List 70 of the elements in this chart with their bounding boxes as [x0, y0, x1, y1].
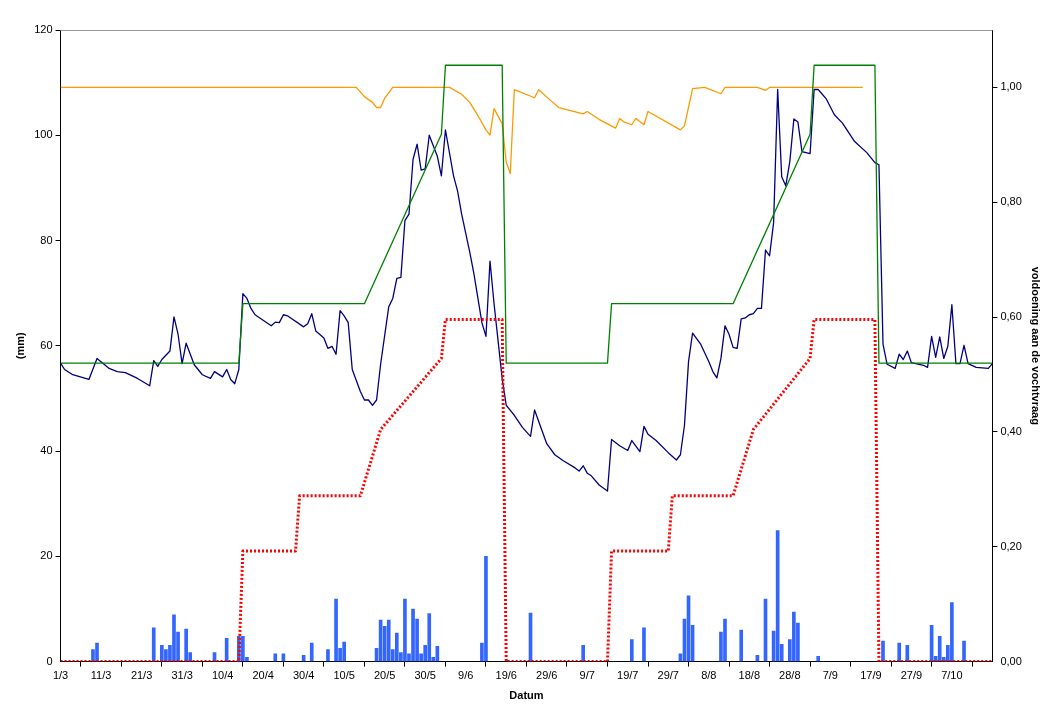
x-tick-label: 10/4 [211, 669, 234, 682]
x-tick-label: 20/5 [373, 669, 396, 682]
y-tick-label: 80 [40, 233, 53, 246]
bar [723, 618, 727, 662]
bar [95, 642, 99, 662]
y2-tick-label: 0,60 [1000, 310, 1022, 323]
bar [151, 627, 156, 662]
bar [273, 653, 278, 662]
y-tick-label: 0 [46, 654, 53, 667]
x-tick-label: 28/8 [779, 669, 801, 682]
bar [881, 640, 885, 662]
y2-tick-label: 0,00 [1000, 654, 1022, 667]
y-tick-label: 120 [34, 23, 53, 36]
bar [241, 636, 245, 662]
bar [629, 639, 634, 662]
x-tick-label: 7/9 [822, 669, 838, 682]
x-tick-label: 29/7 [657, 669, 679, 682]
bar [395, 632, 399, 662]
bar [386, 619, 391, 662]
bar [937, 636, 942, 662]
x-tick-label: 8/8 [701, 669, 717, 682]
x-tick-label: 29/6 [536, 669, 558, 682]
bar [484, 556, 488, 662]
y2-tick-label: 0,20 [1000, 539, 1022, 552]
x-tick-label: 11/3 [90, 669, 112, 682]
bar [172, 614, 176, 662]
x-tick-label: 17/9 [860, 669, 882, 682]
x-axis-title: Datum [509, 689, 544, 702]
bar [427, 613, 432, 662]
bar [184, 628, 188, 662]
bar [309, 642, 314, 662]
bar [160, 644, 164, 662]
x-tick-label: 30/4 [292, 669, 315, 682]
y2-tick-label: 0,40 [1000, 424, 1022, 437]
bar [816, 656, 821, 662]
bar [642, 627, 646, 662]
bar [792, 611, 796, 662]
bar [164, 649, 168, 662]
bar [403, 598, 407, 662]
y2-tick-label: 1,00 [1000, 80, 1022, 93]
bar [897, 642, 902, 662]
x-tick-label: 18/8 [738, 669, 761, 682]
x-tick-label: 30/5 [414, 669, 436, 682]
bar [950, 602, 954, 662]
x-tick-label: 19/7 [617, 669, 639, 682]
x-tick-label: 21/3 [130, 669, 153, 682]
y-tick-label: 20 [40, 549, 53, 562]
y-tick-label: 100 [34, 128, 53, 141]
bar [581, 644, 586, 662]
x-tick-label: 10/5 [333, 669, 355, 682]
x-tick-label: 1/3 [52, 669, 69, 682]
x-tick-label: 7/10 [941, 669, 963, 682]
x-tick-label: 9/6 [458, 669, 474, 682]
y2-tick-label: 0,80 [1000, 195, 1022, 208]
bar [334, 598, 338, 662]
bar [342, 641, 346, 662]
y2-axis-title: voldoening aan de vochtvraag [1030, 266, 1043, 425]
x-tick-label: 19/6 [495, 669, 517, 682]
y-tick-label: 60 [40, 338, 53, 351]
bar [962, 640, 966, 662]
x-tick-label: 9/7 [579, 669, 595, 682]
y-axis-title: (mm) [13, 332, 26, 360]
bar [905, 644, 910, 662]
x-tick-label: 20/4 [252, 669, 274, 682]
x-tick-label: 27/9 [900, 669, 923, 682]
bar [326, 649, 330, 662]
x-tick-label: 31/3 [171, 669, 193, 682]
y-tick-label: 40 [40, 444, 53, 457]
bar [411, 608, 415, 662]
bar [739, 629, 744, 662]
